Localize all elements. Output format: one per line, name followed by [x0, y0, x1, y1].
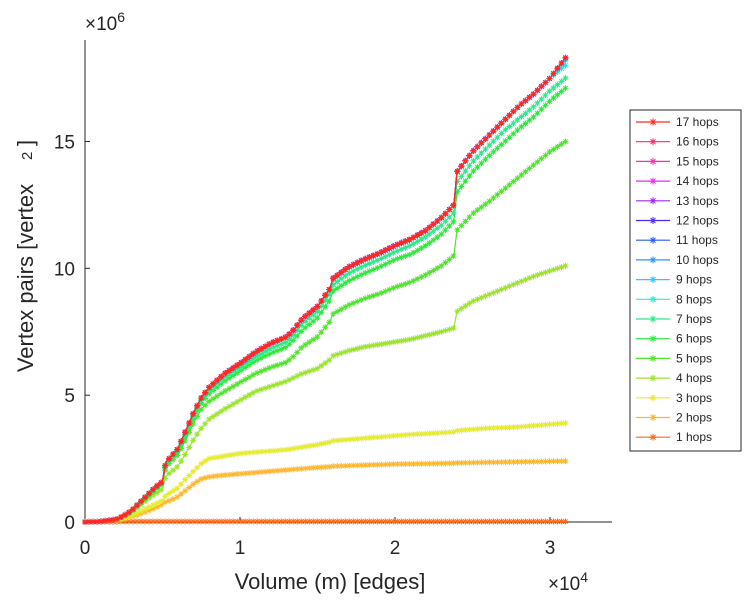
- legend-label: 4 hops: [676, 371, 712, 385]
- legend-item: 1 hops: [636, 430, 712, 444]
- y-tick-label: 10: [54, 259, 75, 280]
- legend-marker: [649, 157, 657, 165]
- series-markers: [82, 75, 569, 525]
- x-exponent-base: ×10: [548, 574, 580, 595]
- y-axis-title: Vertex pairs [vertex 2 ]: [13, 140, 38, 372]
- legend-marker: [649, 138, 657, 146]
- legend-item: 4 hops: [636, 371, 712, 385]
- y-axis-title-close: ]: [13, 140, 38, 146]
- legend-item: 5 hops: [636, 351, 712, 365]
- legend-item: 2 hops: [636, 411, 712, 425]
- legend-label: 7 hops: [676, 312, 712, 326]
- legend-label: 6 hops: [676, 332, 712, 346]
- series-group: [82, 54, 569, 525]
- legend-label: 8 hops: [676, 292, 712, 306]
- legend-item: 15 hops: [636, 154, 719, 168]
- legend-marker: [649, 335, 657, 343]
- y-exponent-base: ×10: [85, 14, 117, 35]
- legend-label: 5 hops: [676, 351, 712, 365]
- legend-marker: [649, 118, 657, 126]
- x-tick-label: 2: [390, 538, 401, 559]
- legend-label: 13 hops: [676, 194, 719, 208]
- series-markers: [82, 85, 569, 525]
- legend-item: 12 hops: [636, 214, 719, 228]
- ticks: 0 1 2 3 0 5 10 15: [54, 132, 555, 559]
- legend-label: 16 hops: [676, 135, 719, 149]
- x-exponent-power: 4: [580, 569, 588, 585]
- legend-marker: [649, 354, 657, 362]
- legend-marker: [649, 276, 657, 284]
- series-markers: [82, 54, 569, 525]
- legend-marker: [649, 295, 657, 303]
- series-4-hops: [82, 262, 569, 525]
- legend-marker: [649, 217, 657, 224]
- y-tick-label: 5: [64, 386, 75, 407]
- legend-label: 17 hops: [676, 115, 719, 129]
- y-exponent-label: ×106: [85, 9, 125, 35]
- legend-item: 10 hops: [636, 253, 719, 267]
- y-axis-title-main: Vertex pairs [vertex: [13, 184, 38, 372]
- y-tick-label: 0: [64, 513, 75, 534]
- y-exponent-power: 6: [117, 9, 125, 25]
- legend: 17 hops 16 hops 15 hops 14 hops 13 hops 12 ho…: [629, 109, 742, 452]
- series-7-hops: [82, 75, 569, 525]
- y-axis-title-superscript: 2: [19, 152, 36, 160]
- series-1-hops: [82, 518, 569, 525]
- legend-marker: [649, 256, 657, 264]
- legend-label: 15 hops: [676, 154, 719, 168]
- x-tick-label: 3: [545, 538, 556, 559]
- x-tick-label: 0: [80, 538, 91, 559]
- legend-item: 3 hops: [636, 391, 712, 405]
- legend-label: 1 hops: [676, 430, 712, 444]
- legend-item: 6 hops: [636, 332, 712, 346]
- legend-label: 2 hops: [676, 411, 712, 425]
- legend-marker: [649, 236, 657, 244]
- legend-label: 14 hops: [676, 174, 719, 188]
- legend-marker: [649, 177, 657, 185]
- legend-label: 11 hops: [676, 233, 718, 247]
- legend-marker: [649, 374, 657, 382]
- legend-marker: [649, 394, 657, 402]
- legend-marker: [649, 197, 657, 205]
- x-tick-label: 1: [235, 538, 246, 559]
- x-exponent-label: ×104: [548, 569, 588, 595]
- legend-label: 10 hops: [676, 253, 719, 267]
- y-tick-label: 15: [54, 132, 75, 153]
- legend-marker: [649, 433, 657, 441]
- series-17-hops: [82, 54, 569, 525]
- legend-label: 3 hops: [676, 391, 712, 405]
- legend-item: 11 hops: [636, 233, 718, 247]
- series-6-hops: [82, 85, 569, 525]
- legend-item: 8 hops: [636, 292, 712, 306]
- legend-box: [629, 109, 742, 452]
- legend-item: 13 hops: [636, 194, 719, 208]
- legend-item: 17 hops: [636, 115, 719, 129]
- x-axis-title: Volume (m) [edges]: [235, 569, 426, 594]
- series-markers: [82, 518, 569, 525]
- legend-label: 12 hops: [676, 214, 719, 228]
- legend-item: 9 hops: [636, 273, 712, 287]
- legend-item: 14 hops: [636, 174, 719, 188]
- legend-marker: [649, 315, 657, 323]
- legend-item: 7 hops: [636, 312, 712, 326]
- legend-label: 9 hops: [676, 273, 712, 287]
- legend-item: 16 hops: [636, 135, 719, 149]
- legend-marker: [649, 414, 657, 421]
